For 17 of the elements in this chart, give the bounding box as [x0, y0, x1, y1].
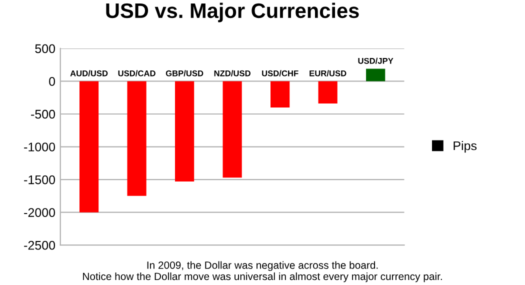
x-tick-label: USD/CHF: [262, 70, 298, 76]
y-tick-label: -500: [31, 110, 56, 119]
y-tick-label: -1000: [24, 142, 56, 152]
x-tick-label: AUD/USD: [70, 70, 108, 76]
x-tick-label: NZD/USD: [214, 70, 250, 76]
x-tick-label: EUR/USD: [310, 70, 346, 76]
y-tick-label: 500: [35, 44, 56, 54]
y-tick-label: 0: [49, 77, 56, 86]
y-tick-label: -2500: [24, 240, 56, 250]
x-tick-label: USD/CAD: [118, 70, 156, 76]
x-tick-label: USD/JPY: [358, 58, 394, 64]
chart-title: USD vs. Major Currencies: [106, 2, 359, 22]
text: Pips: [454, 140, 477, 153]
y-tick-label: -2000: [24, 208, 56, 217]
y-tick-label: -1500: [24, 175, 56, 184]
x-tick-label: GBP/USD: [166, 70, 204, 76]
text: In 2009, the Dollar was negative across the board. Notice how the Dollar move was universal in almost every major currency pair.: [83, 261, 442, 282]
